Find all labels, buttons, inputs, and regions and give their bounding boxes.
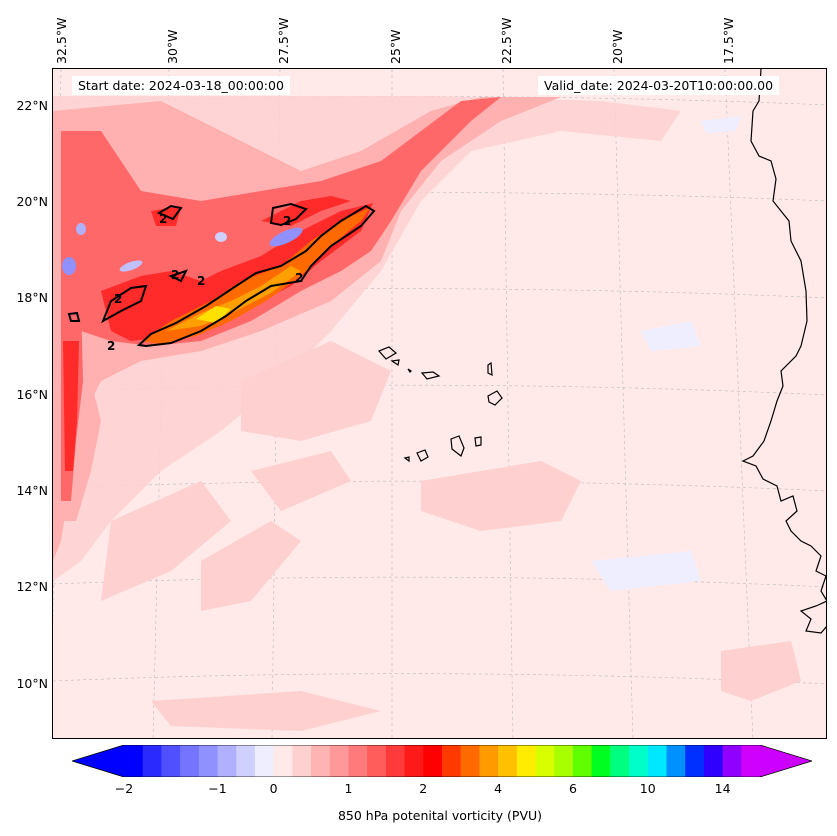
colorbar-swatch: [236, 745, 256, 777]
lon-label-30w: 30°W: [165, 29, 180, 64]
lat-label-10n: 10°N: [16, 676, 48, 691]
colorbar-swatch: [572, 745, 593, 777]
lat-label-20n: 20°N: [16, 194, 48, 209]
lat-label-22n: 22°N: [16, 98, 48, 113]
colorbar-tick-label: 1: [344, 781, 353, 796]
lon-label-17-5w: 17.5°W: [721, 17, 736, 64]
valid-date-label: Valid_date: 2024-03-20T10:00:00.00: [538, 76, 780, 95]
contour-label: 2: [197, 274, 205, 288]
colorbar-tick-label: 2: [419, 781, 428, 796]
contour-label: 2: [114, 292, 122, 306]
contour-label: 2: [171, 268, 179, 282]
contour-label: 2: [107, 339, 115, 353]
colorbar-tick-label: 10: [639, 781, 656, 796]
colorbar-swatch: [367, 745, 387, 777]
colorbar-swatch: [666, 745, 686, 777]
colorbar-extend-high: [760, 745, 812, 777]
lon-label-22-5w: 22.5°W: [499, 17, 514, 64]
pv-contour-labels: 2 2 2 2 2 2 2: [107, 212, 303, 353]
colorbar-swatch: [554, 745, 574, 777]
colorbar-swatch: [124, 745, 144, 777]
colorbar-tick-label: 6: [568, 781, 577, 796]
colorbar-swatch: [703, 745, 724, 777]
colorbar-tick-label: −2: [114, 781, 134, 796]
colorbar-swatch: [741, 745, 761, 777]
colorbar-swatch: [722, 745, 742, 777]
colorbar-swatch: [647, 745, 667, 777]
lon-label-25w: 25°W: [388, 29, 403, 64]
colorbar-swatch: [685, 745, 705, 777]
colorbar-swatch: [254, 745, 275, 777]
colorbar-swatch: [198, 745, 219, 777]
contour-label: 2: [295, 271, 303, 285]
colorbar-swatch: [516, 745, 537, 777]
colorbar-swatch: [591, 745, 611, 777]
colorbar-swatch: [329, 745, 349, 777]
lat-label-16n: 16°N: [16, 387, 48, 402]
colorbar-swatch: [460, 745, 480, 777]
lat-label-18n: 18°N: [16, 290, 48, 305]
colorbar-swatch: [292, 745, 312, 777]
lon-label-32-5w: 32.5°W: [54, 17, 69, 64]
colorbar-tick-label: −1: [208, 781, 227, 796]
lat-label-14n: 14°N: [16, 483, 48, 498]
lon-label-27-5w: 27.5°W: [276, 17, 291, 64]
pv-field-strong-red: [63, 196, 373, 471]
contour-label: 2: [283, 214, 291, 228]
colorbar-swatch: [385, 745, 406, 777]
colorbar-extend-low: [72, 745, 124, 777]
colorbar-swatch: [348, 745, 368, 777]
colorbar-swatch: [629, 745, 649, 777]
start-date-label: Start date: 2024-03-18_00:00:00: [72, 76, 290, 95]
pv-map: 2 2 2 2 2 2 2: [53, 69, 826, 738]
colorbar-swatch: [535, 745, 555, 777]
colorbar-tick-label: 4: [494, 781, 503, 796]
lat-label-12n: 12°N: [16, 579, 48, 594]
map-panel: 2 2 2 2 2 2 2: [52, 68, 827, 739]
pv-2-contours: [67, 202, 376, 348]
pv-field-negative: [62, 116, 741, 591]
colorbar-swatch: [217, 745, 237, 777]
colorbar-swatch: [311, 745, 331, 777]
african-coastline: [741, 69, 826, 634]
colorbar-swatch: [442, 745, 462, 777]
colorbar-tick-label: 0: [269, 781, 278, 796]
cape-verde-islands: [377, 346, 503, 463]
lon-label-20w: 20°W: [610, 29, 625, 64]
colorbar-tick-label: 14: [714, 781, 731, 796]
colorbar-swatch: [161, 745, 181, 777]
colorbar: [72, 745, 812, 777]
colorbar-swatch: [404, 745, 424, 777]
colorbar-swatch: [142, 745, 162, 777]
colorbar-swatch: [180, 745, 200, 777]
colorbar-swatch: [498, 745, 518, 777]
colorbar-swatch: [423, 745, 443, 777]
contour-label: 2: [159, 212, 167, 226]
colorbar-swatch: [273, 745, 293, 777]
colorbar-swatch: [610, 745, 630, 777]
colorbar-swatch: [479, 745, 499, 777]
colorbar-label: 850 hPa potenital vorticity (PVU): [337, 808, 543, 823]
